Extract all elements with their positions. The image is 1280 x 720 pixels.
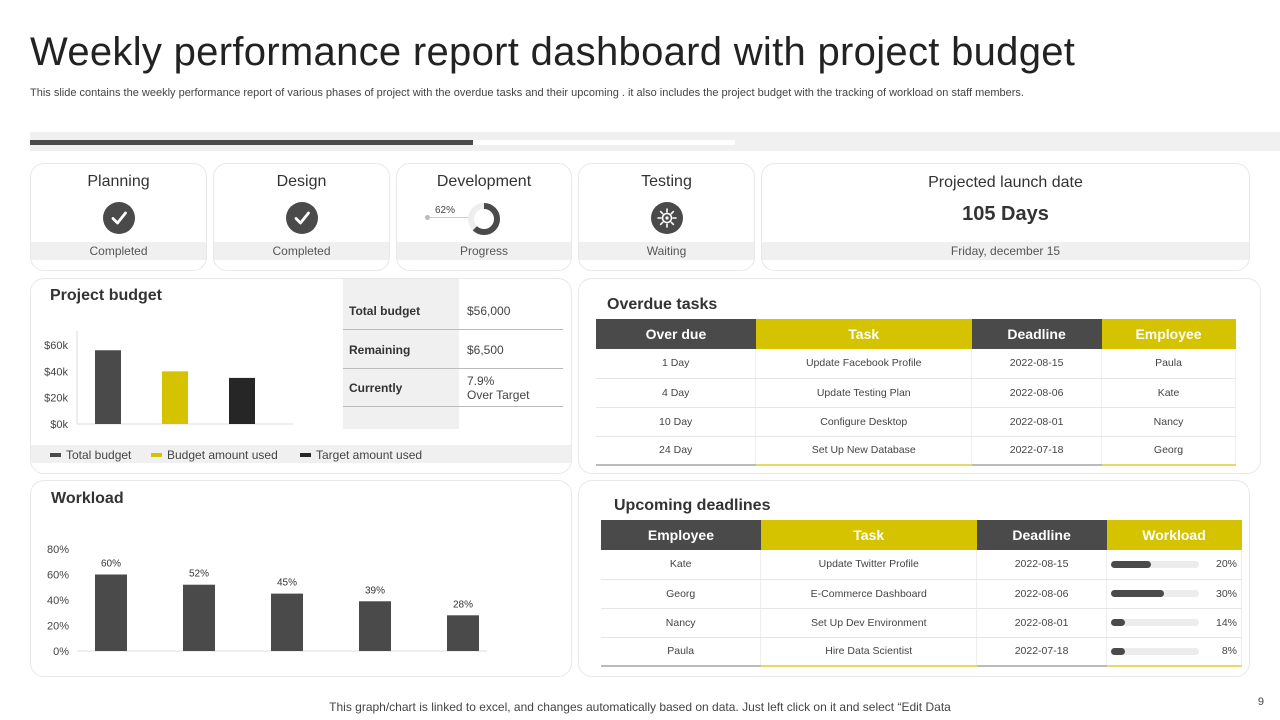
table-row: 10 Day Configure Desktop 2022-08-01 Nancy [596, 407, 1236, 437]
y-tick-label: $40k [44, 366, 68, 378]
table-row: Nancy Set Up Dev Environment 2022-08-01 14% [601, 608, 1242, 638]
workload-bar [1111, 560, 1200, 568]
donut-progress-icon [468, 203, 500, 235]
table-row: 4 Day Update Testing Plan 2022-08-06 Kate [596, 378, 1236, 408]
phase-card-development: Development 62% Progress [396, 163, 572, 271]
gear-icon [650, 202, 683, 234]
workload-bar [1111, 590, 1200, 597]
phase-status: Completed [31, 242, 206, 260]
budget-bar [95, 350, 121, 424]
col-header: Task [755, 319, 972, 349]
overdue-title: Overdue tasks [607, 296, 718, 313]
y-tick-label: 0% [53, 646, 69, 658]
phase-status: Completed [214, 242, 389, 260]
budget-bar [229, 377, 255, 424]
y-tick-label: $20k [44, 393, 68, 405]
data-label: 28% [453, 599, 473, 610]
workload-percent: 20% [1215, 558, 1237, 571]
workload-chart: 0% 20% 40% 60% 80% 60% 52% 45% 39% 28% [47, 544, 487, 658]
phase-title: Planning [87, 173, 150, 190]
y-tick-label: 20% [47, 621, 69, 633]
phase-card-design: Design Completed [213, 163, 390, 271]
upcoming-title: Upcoming deadlines [614, 497, 771, 514]
launch-days: 105 Days [962, 203, 1049, 225]
phase-card-planning: Planning Completed [30, 163, 207, 271]
y-tick-label: $60k [44, 340, 68, 352]
workload-card: Workload 0% 20% 40% 60% 80% 60% 52% 45% 39% 28% [30, 480, 572, 677]
y-tick-label: 80% [47, 544, 69, 556]
table-row: Georg E-Commerce Dashboard 2022-08-06 30% [601, 579, 1242, 609]
data-label: 45% [277, 578, 297, 589]
phase-title: Design [276, 173, 327, 190]
project-budget-card: Project budget $0k $20k $40k $60k Total bud… [30, 278, 572, 474]
col-header: Deadline [971, 319, 1102, 349]
phase-status: Progress [397, 242, 571, 260]
workload-percent: 14% [1215, 616, 1237, 629]
page-number: 9 [1257, 696, 1264, 708]
data-label: 52% [189, 569, 209, 580]
upcoming-deadlines-card: Upcoming deadlines Employee Task Deadlin… [578, 480, 1250, 677]
budget-legend-target: Target amount used [300, 448, 422, 462]
y-tick-label: 40% [47, 595, 69, 607]
launch-title: Projected launch date [928, 174, 1083, 191]
budget-legend-used: Budget amount used [151, 448, 278, 462]
workload-percent: 8% [1221, 645, 1237, 658]
workload-bar [271, 593, 303, 651]
workload-bar [447, 615, 479, 651]
workload-bar [183, 584, 215, 651]
col-header: Workload [1106, 520, 1242, 550]
launch-date-card: Projected launch date 105 Days Friday, d… [761, 163, 1250, 271]
col-header: Employee [1101, 319, 1236, 349]
workload-bar [1111, 647, 1200, 655]
budget-row-currently: Currently 7.9% Over Target [349, 374, 530, 402]
budget-row-remaining: Remaining $6,500 [349, 343, 504, 357]
phase-card-testing: Testing Waiting [578, 163, 755, 271]
page-subtitle: This slide contains the weekly performan… [30, 87, 1024, 99]
overdue-tasks-card: Overdue tasks Over due Task Deadline Emp… [578, 278, 1261, 474]
col-header: Deadline [976, 520, 1107, 550]
workload-percent: 30% [1215, 587, 1237, 600]
col-header: Task [760, 520, 977, 550]
budget-legend-total: Total budget [50, 448, 131, 462]
table-row: 1 Day Update Facebook Profile 2022-08-15 Pa… [596, 349, 1236, 379]
progress-strip [30, 132, 1280, 152]
page-title: Weekly performance report dashboard with… [30, 30, 1076, 74]
workload-bar [95, 574, 127, 651]
check-circle-icon [285, 202, 318, 234]
check-circle-icon [102, 202, 135, 234]
budget-title: Project budget [50, 287, 163, 304]
workload-bar [1111, 619, 1200, 626]
workload-title: Workload [51, 490, 124, 507]
upcoming-table: Employee Task Deadline Workload Kate Upda… [601, 520, 1242, 667]
col-header: Employee [601, 520, 761, 550]
workload-bar [359, 601, 391, 651]
col-header: Over due [596, 319, 756, 349]
progress-percent: 62% [435, 205, 456, 216]
table-row: 24 Day Set Up New Database 2022-07-18 Georg [596, 436, 1236, 466]
overdue-table: Over due Task Deadline Employee 1 Day Upd… [596, 319, 1236, 466]
table-row: Kate Update Twitter Profile 2022-08-15 20% [601, 550, 1242, 580]
table-row: Paula Hire Data Scientist 2022-07-18 8% [601, 637, 1242, 667]
phase-title: Development [436, 173, 532, 190]
budget-bar [162, 371, 188, 424]
data-label: 39% [365, 585, 385, 596]
budget-row-total: Total budget $56,000 [349, 304, 511, 318]
budget-chart: $0k $20k $40k $60k [44, 331, 293, 431]
footer-note: This graph/chart is linked to excel, and… [329, 700, 951, 714]
data-label: 60% [101, 559, 121, 570]
budget-table: Total budget $56,000 Remaining $6,500 Cu… [343, 279, 571, 429]
y-tick-label: $0k [50, 419, 68, 431]
phase-title: Testing [641, 173, 692, 190]
phase-status: Waiting [579, 242, 754, 260]
launch-date: Friday, december 15 [762, 242, 1249, 260]
y-tick-label: 60% [47, 570, 69, 582]
